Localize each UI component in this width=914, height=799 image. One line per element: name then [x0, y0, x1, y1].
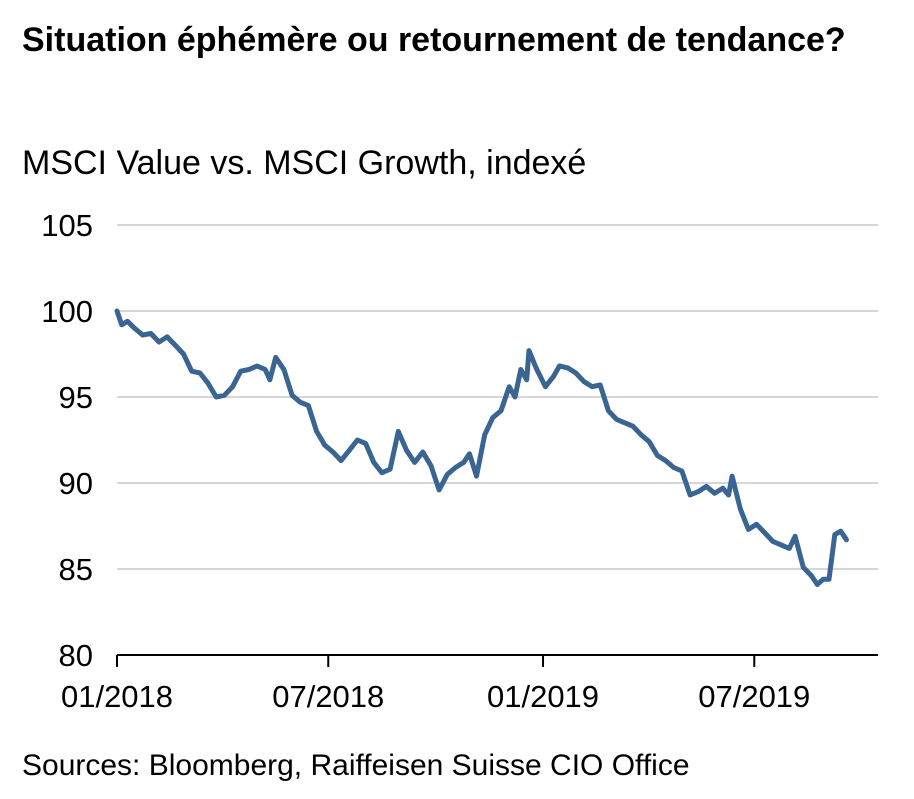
- y-tick-label-105: 105: [41, 208, 93, 243]
- line-chart: 80 85 90 95 100 105 01/2018 07/2018 01/2019 07/2…: [41, 208, 878, 714]
- series-line-0: [114, 308, 849, 587]
- chart-subtitle: MSCI Value vs. MSCI Growth, indexé: [22, 144, 587, 182]
- x-tick-label-2: 01/2019: [487, 679, 599, 714]
- x-axis: 01/2018 07/2018 01/2019 07/2019: [61, 654, 878, 714]
- source-note: Sources: Bloomberg, Raiffeisen Suisse CI…: [22, 749, 690, 782]
- chart-title: Situation éphémère ou retournement de te…: [22, 21, 846, 59]
- grid-lines: [117, 224, 878, 570]
- y-axis-ticks: 80 85 90 95 100 105: [41, 208, 93, 673]
- x-tick-label-1: 07/2018: [272, 679, 384, 714]
- x-tick-label-3: 07/2019: [698, 679, 810, 714]
- y-tick-label-95: 95: [59, 380, 93, 415]
- series-layer: [114, 308, 849, 587]
- y-tick-label-80: 80: [59, 638, 93, 673]
- y-tick-label-85: 85: [59, 552, 93, 587]
- y-tick-label-100: 100: [41, 294, 93, 329]
- y-tick-label-90: 90: [59, 466, 93, 501]
- x-tick-label-0: 01/2018: [61, 679, 173, 714]
